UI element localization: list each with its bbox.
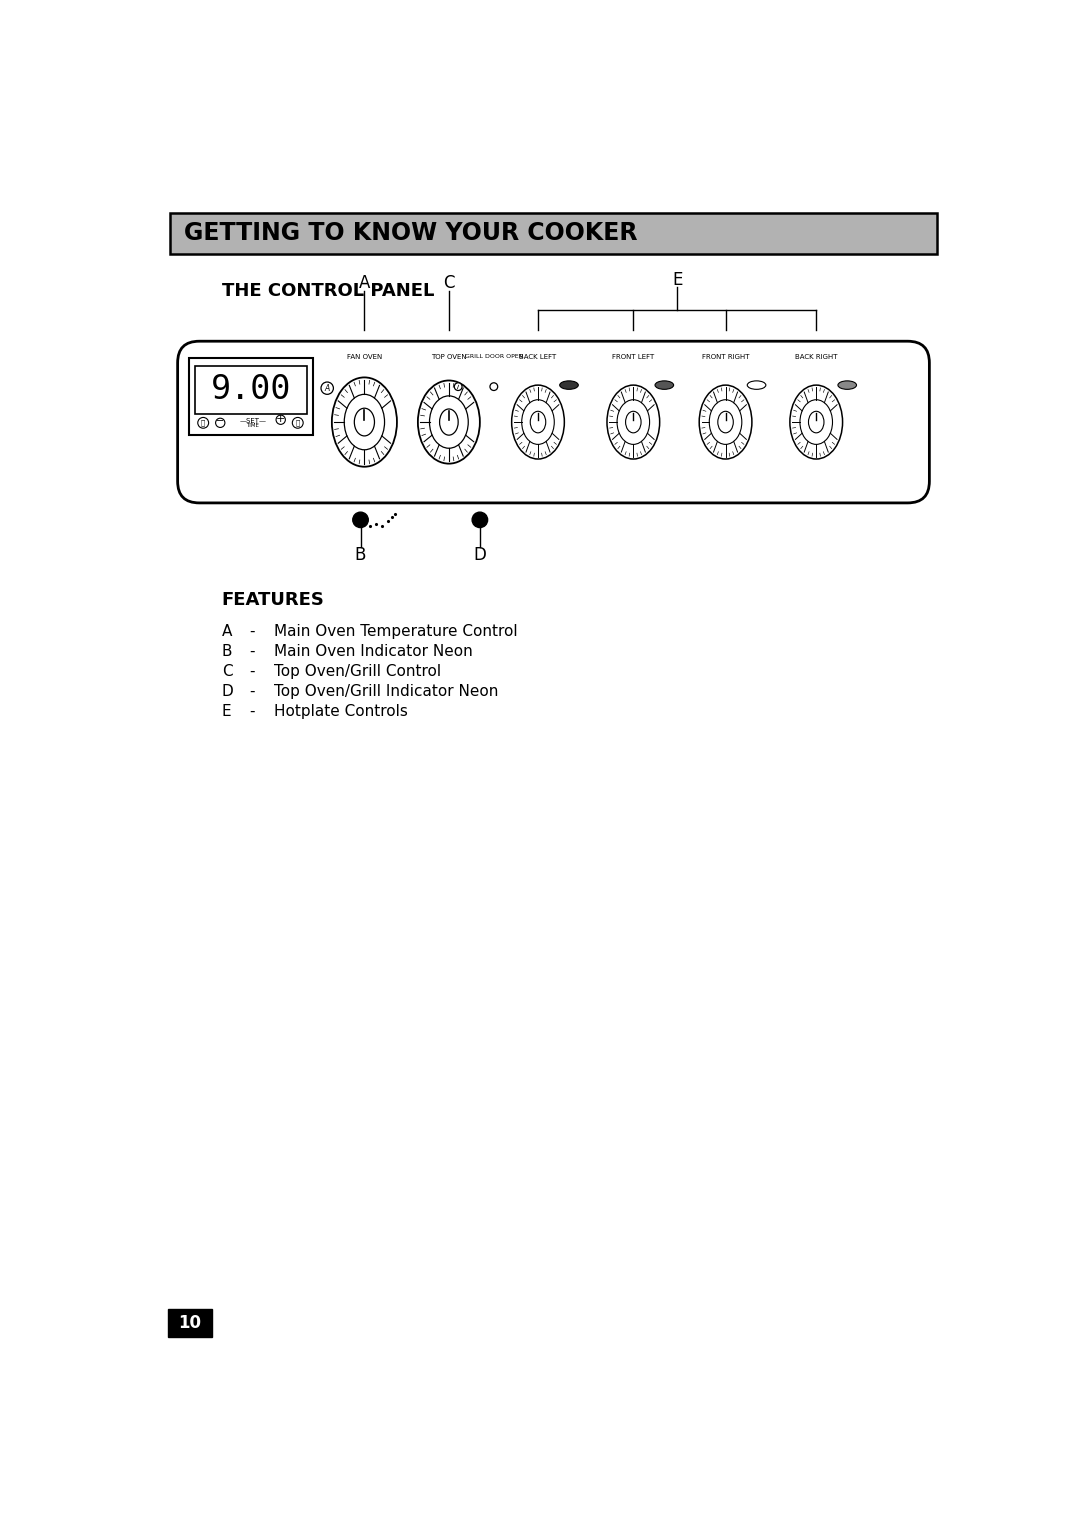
Ellipse shape	[718, 411, 733, 432]
Text: Main Oven Indicator Neon: Main Oven Indicator Neon	[274, 643, 473, 659]
Circle shape	[472, 512, 488, 527]
Text: —SET—: —SET—	[240, 419, 267, 425]
Ellipse shape	[656, 380, 674, 390]
Text: BACK RIGHT: BACK RIGHT	[795, 353, 837, 359]
Text: +: +	[276, 414, 285, 423]
Text: Top Oven/Grill Indicator Neon: Top Oven/Grill Indicator Neon	[274, 685, 499, 698]
Ellipse shape	[512, 385, 565, 458]
Text: 🔔: 🔔	[201, 420, 205, 426]
Text: 9.00: 9.00	[211, 373, 292, 406]
Text: -: -	[249, 623, 255, 639]
Bar	[170, 212, 937, 254]
Ellipse shape	[293, 417, 303, 428]
Text: 🕐: 🕐	[296, 420, 300, 426]
Ellipse shape	[345, 394, 384, 449]
Text: GRILL DOOR OPEN: GRILL DOOR OPEN	[464, 353, 523, 359]
Ellipse shape	[440, 410, 458, 435]
Bar	[168, 1309, 212, 1337]
Ellipse shape	[789, 385, 842, 458]
Text: -: -	[249, 685, 255, 698]
Text: C: C	[221, 663, 232, 678]
Text: THE CONTROL PANEL: THE CONTROL PANEL	[221, 283, 434, 299]
Text: BACK LEFT: BACK LEFT	[519, 353, 556, 359]
Ellipse shape	[198, 417, 208, 428]
Text: A: A	[359, 275, 370, 292]
Text: TIME: TIME	[246, 423, 259, 428]
Ellipse shape	[617, 400, 649, 445]
Text: D: D	[473, 545, 486, 564]
Text: Hotplate Controls: Hotplate Controls	[274, 704, 408, 718]
Text: -: -	[249, 663, 255, 678]
Text: Top Oven/Grill Control: Top Oven/Grill Control	[274, 663, 442, 678]
Circle shape	[353, 512, 368, 527]
Ellipse shape	[800, 400, 833, 445]
Text: -: -	[249, 704, 255, 718]
Text: TOP OVEN: TOP OVEN	[431, 353, 467, 359]
Text: B: B	[221, 643, 232, 659]
Ellipse shape	[607, 385, 660, 458]
Bar	[195, 365, 307, 414]
Ellipse shape	[455, 384, 462, 391]
Text: FAN OVEN: FAN OVEN	[347, 353, 382, 359]
Ellipse shape	[354, 408, 375, 435]
Text: GETTING TO KNOW YOUR COOKER: GETTING TO KNOW YOUR COOKER	[184, 222, 637, 246]
Ellipse shape	[809, 411, 824, 432]
Text: C: C	[443, 275, 455, 292]
Ellipse shape	[838, 380, 856, 390]
Ellipse shape	[747, 380, 766, 390]
Ellipse shape	[710, 400, 742, 445]
Ellipse shape	[430, 396, 469, 448]
Text: B: B	[355, 545, 366, 564]
Text: -: -	[249, 643, 255, 659]
Ellipse shape	[418, 380, 480, 463]
Ellipse shape	[332, 377, 397, 466]
Text: 10: 10	[178, 1314, 202, 1332]
Ellipse shape	[490, 384, 498, 391]
Ellipse shape	[625, 411, 642, 432]
Text: FRONT RIGHT: FRONT RIGHT	[702, 353, 750, 359]
Ellipse shape	[216, 419, 225, 428]
Text: E: E	[672, 270, 683, 289]
Text: −: −	[216, 416, 225, 426]
Ellipse shape	[522, 400, 554, 445]
Ellipse shape	[699, 385, 752, 458]
FancyBboxPatch shape	[177, 341, 930, 503]
Ellipse shape	[559, 380, 578, 390]
Text: FRONT LEFT: FRONT LEFT	[612, 353, 654, 359]
Ellipse shape	[530, 411, 545, 432]
Text: FEATURES: FEATURES	[221, 591, 325, 610]
Text: D: D	[221, 685, 233, 698]
Text: E: E	[221, 704, 231, 718]
Bar	[189, 358, 313, 435]
Text: A: A	[221, 623, 232, 639]
Ellipse shape	[321, 382, 334, 394]
Ellipse shape	[276, 416, 285, 425]
Text: Main Oven Temperature Control: Main Oven Temperature Control	[274, 623, 518, 639]
Text: A: A	[325, 384, 329, 393]
